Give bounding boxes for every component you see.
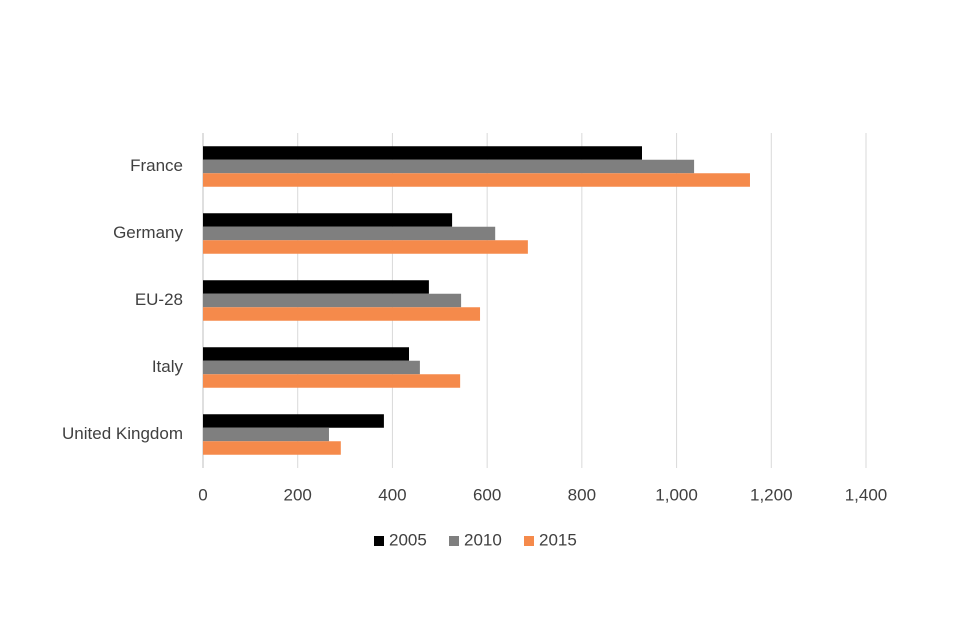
- legend-label: 2015: [539, 530, 577, 549]
- bar: [203, 240, 528, 254]
- bar: [203, 159, 695, 174]
- bar: [203, 427, 329, 442]
- y-tick-label: United Kingdom: [62, 424, 183, 443]
- y-tick-label: EU-28: [135, 290, 183, 309]
- bar: [203, 213, 453, 227]
- x-tick-label: 0: [198, 485, 207, 504]
- bar: [203, 347, 410, 361]
- legend-swatch: [524, 536, 534, 546]
- bar: [203, 173, 750, 187]
- legend-label: 2010: [464, 530, 502, 549]
- bar: [203, 441, 341, 455]
- y-tick-label: Italy: [152, 357, 184, 376]
- bar: [203, 293, 462, 308]
- x-tick-label: 1,000: [655, 485, 698, 504]
- legend-label: 2005: [389, 530, 427, 549]
- bar: [203, 360, 420, 375]
- bar: [203, 307, 481, 321]
- bar: [203, 146, 643, 160]
- bar: [203, 226, 496, 241]
- x-tick-label: 1,400: [845, 485, 888, 504]
- legend-swatch: [449, 536, 459, 546]
- x-tick-label: 800: [568, 485, 596, 504]
- legend-swatch: [374, 536, 384, 546]
- y-tick-label: France: [130, 156, 183, 175]
- x-tick-label: 1,200: [750, 485, 793, 504]
- y-tick-label: Germany: [113, 223, 183, 242]
- bar: [203, 280, 429, 294]
- x-tick-label: 200: [284, 485, 312, 504]
- x-tick-label: 600: [473, 485, 501, 504]
- bar: [203, 414, 384, 428]
- bar: [203, 374, 461, 388]
- x-tick-label: 400: [378, 485, 406, 504]
